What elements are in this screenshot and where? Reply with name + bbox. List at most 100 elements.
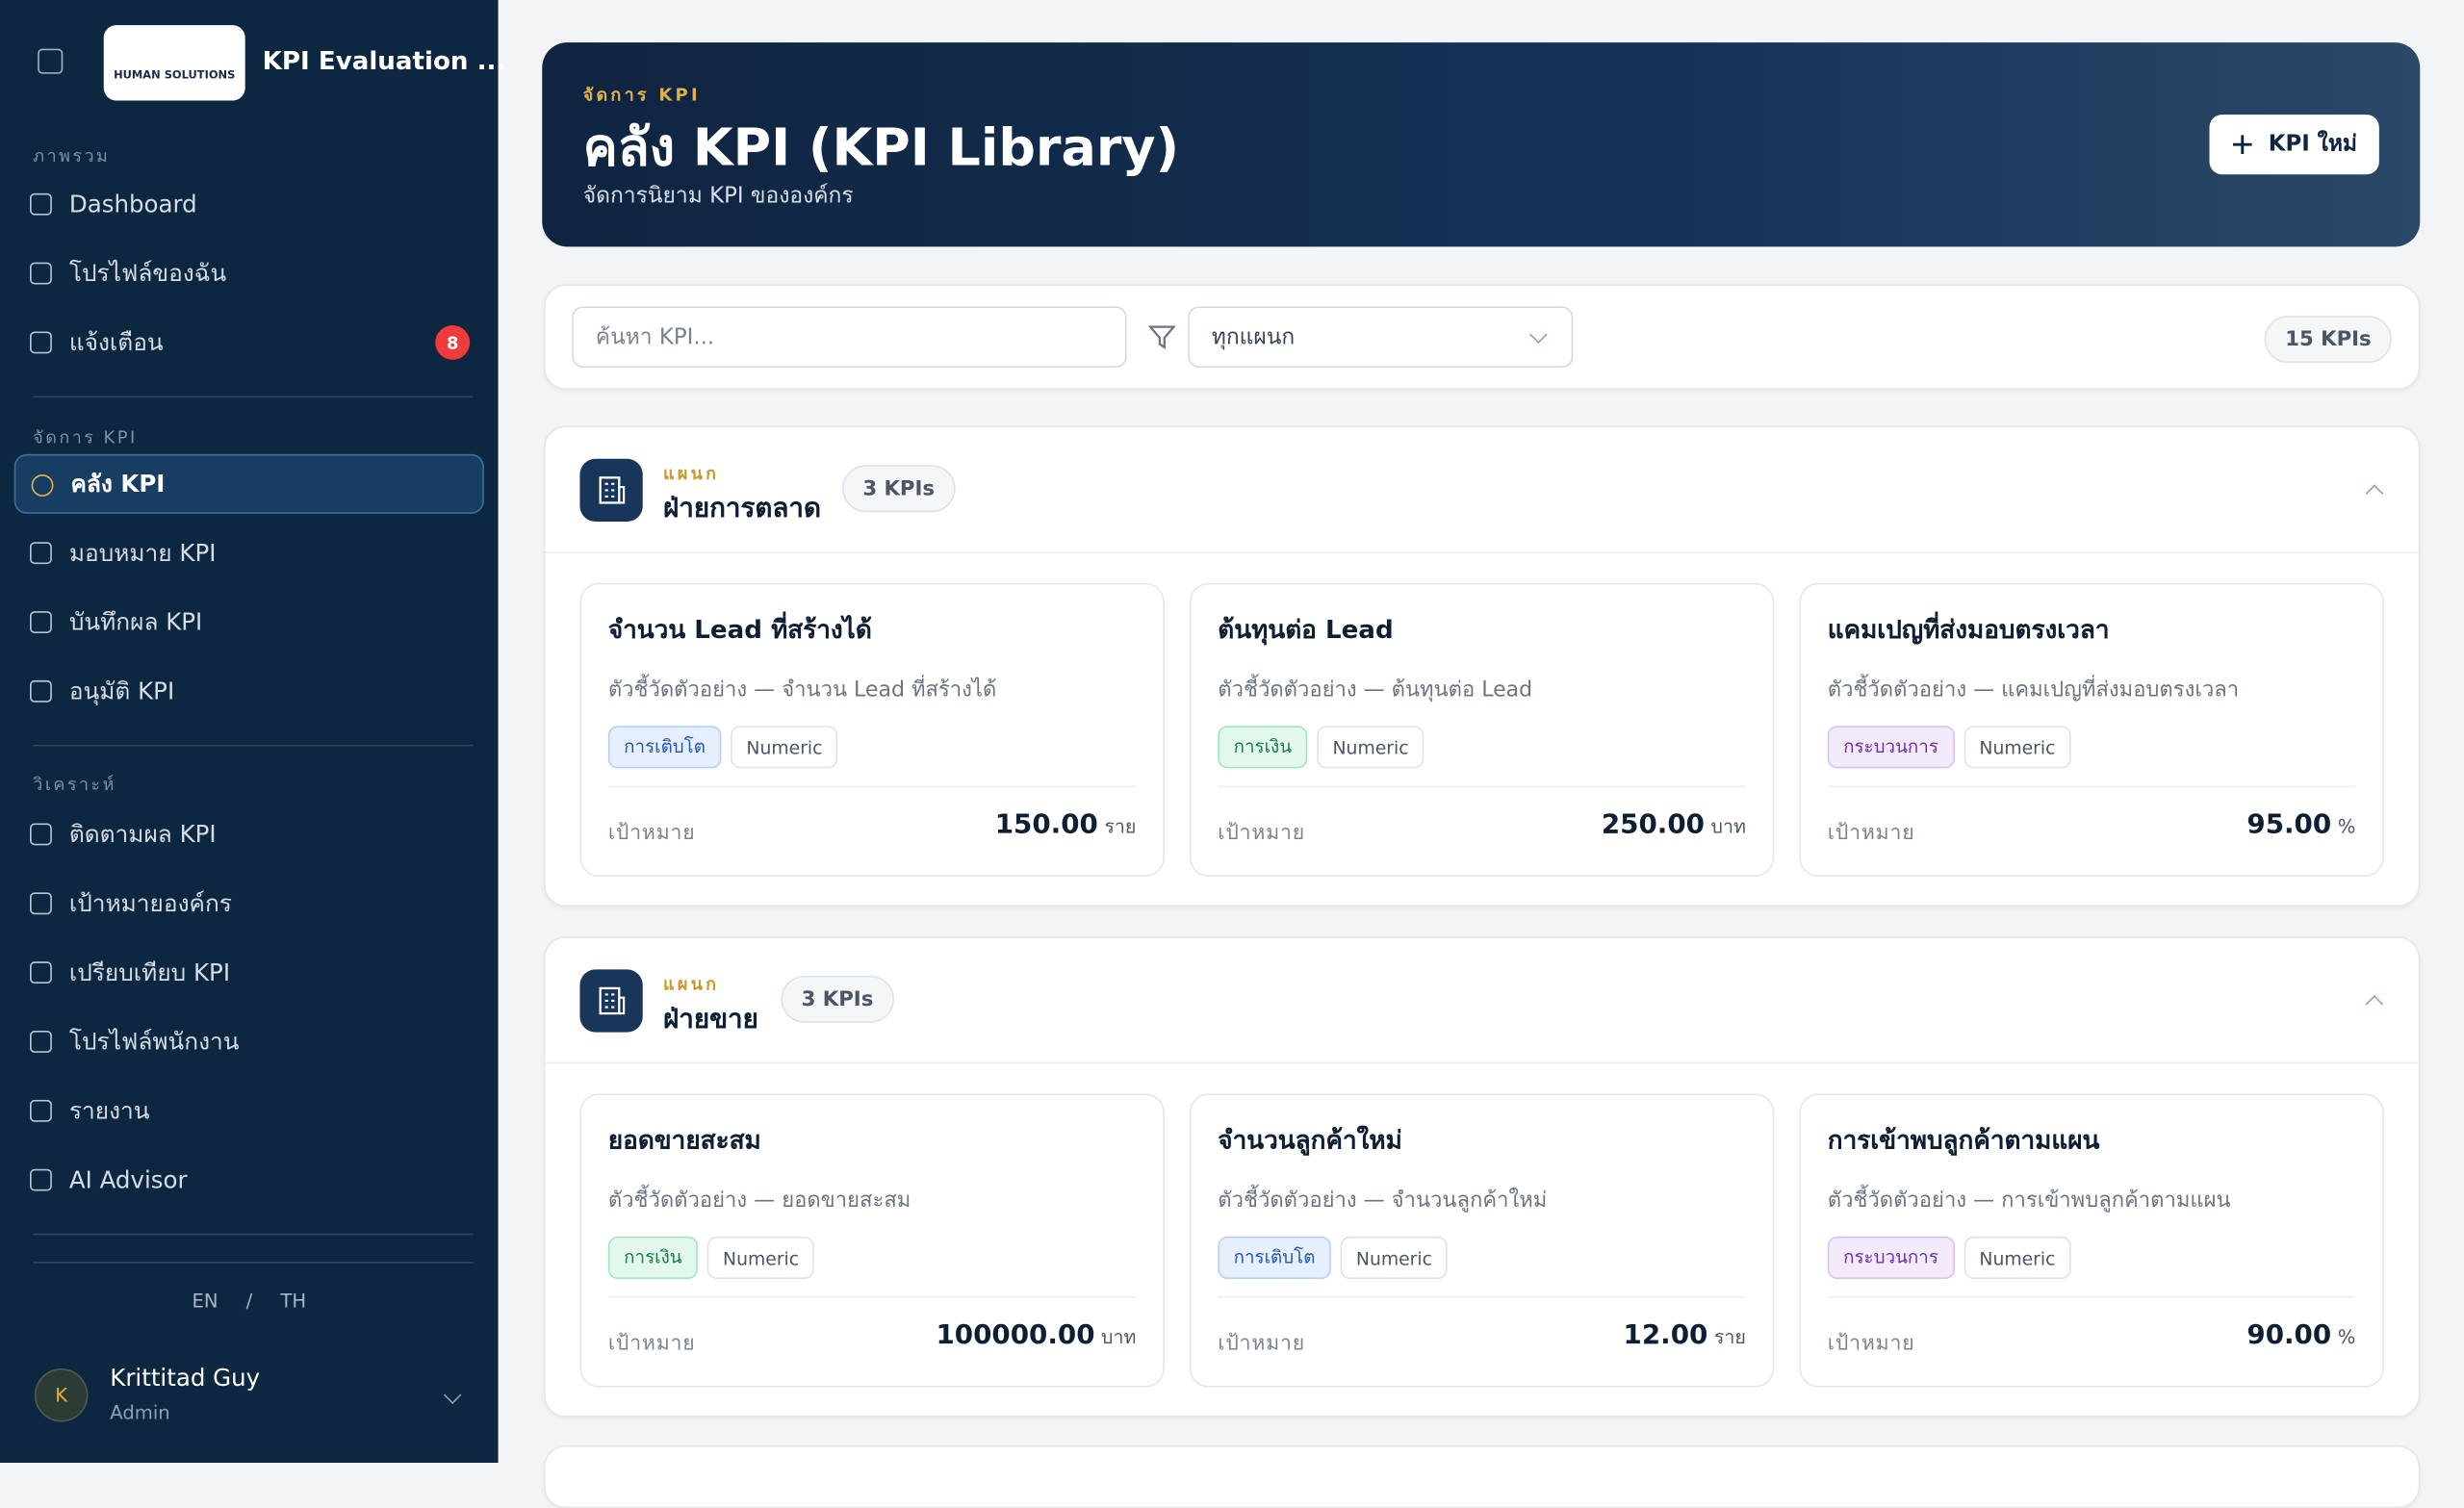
divider (33, 396, 474, 398)
group-card: แผนก ฝ่ายการตลาด 3 KPIs จำนวน Lead ที่สร้าง… (543, 425, 2421, 907)
building-icon (599, 476, 626, 504)
target-unit: บาท (1101, 1325, 1137, 1348)
section-heading: วิเคราะห์ (33, 774, 116, 796)
target-label: เป้าหมาย (1827, 1332, 1915, 1356)
kpi-tags: การเงิน Numeric (607, 1236, 815, 1279)
notification-badge: 8 (435, 324, 471, 360)
nav-item[interactable]: มอบหมาย KPI (14, 524, 484, 583)
group-divider (545, 551, 2419, 553)
kpi-description: ตัวชี้วัดตัวอย่าง — การเข้าพบลูกค้าตามแผ… (1827, 1188, 2231, 1214)
brand-title: KPI Evaluation ... (262, 45, 506, 76)
target-value-box: 12.00 ราย (1624, 1319, 1746, 1352)
target-unit: ราย (1104, 815, 1137, 838)
kpi-tag: Numeric (1317, 726, 1424, 769)
kpi-title: ต้นทุนต่อ Lead (1218, 614, 1394, 645)
kpi-tag: Numeric (1964, 726, 2071, 769)
collapse-toggle[interactable] (2365, 995, 2384, 1013)
kpi-card[interactable]: จำนวน Lead ที่สร้างได้ ตัวชี้วัดตัวอย่าง … (579, 582, 1165, 878)
nav-item[interactable]: อนุมัติ KPI (14, 661, 484, 721)
kpi-tag: Numeric (731, 726, 838, 769)
nav-item[interactable]: โปรไฟล์พนักงาน (14, 1011, 484, 1071)
target-value-box: 90.00% (2246, 1319, 2355, 1351)
kpi-description: ตัวชี้วัดตัวอย่าง — ต้นทุนต่อ Lead (1218, 677, 1533, 703)
nav-icon (30, 679, 52, 703)
search-input[interactable]: ค้นหา KPI... (572, 306, 1127, 369)
kpi-title: ยอดขายสะสม (607, 1124, 761, 1155)
header-eyebrow: จัดการ KPI (582, 85, 701, 106)
kpi-description: ตัวชี้วัดตัวอย่าง — จำนวนลูกค้าใหม่ (1218, 1188, 1548, 1214)
nav-icon (30, 892, 52, 915)
nav-icon (30, 262, 52, 285)
nav-icon (30, 331, 52, 354)
target-value: 100000.00 (936, 1319, 1095, 1352)
kpi-divider (1218, 785, 1746, 787)
kpi-divider (607, 785, 1137, 787)
nav-label: คลัง KPI (70, 470, 166, 498)
target-value: 95.00 (2246, 808, 2332, 841)
target-label: เป้าหมาย (1218, 1332, 1306, 1356)
group-icon (579, 458, 643, 523)
kpi-title: การเข้าพบลูกค้าตามแผน (1827, 1124, 2100, 1155)
kpi-tag: Numeric (1340, 1236, 1449, 1279)
kpi-title: จำนวน Lead ที่สร้างได้ (607, 614, 872, 645)
building-icon (599, 986, 626, 1015)
kpi-card[interactable]: ยอดขายสะสมตัวชี้วัดตัวอย่าง — ยอดขายสะสม… (579, 1093, 1165, 1388)
nav-label: มอบหมาย KPI (68, 538, 217, 568)
nav-icon (30, 192, 52, 216)
group-name: ฝ่ายขาย (662, 1004, 758, 1035)
target-value: 150.00 (994, 808, 1098, 841)
kpi-card[interactable]: การเข้าพบลูกค้าตามแผนตัวชี้วัดตัวอย่าง —… (1799, 1093, 2384, 1388)
lang-separator: / (245, 1290, 253, 1313)
divider (33, 1233, 474, 1236)
kpi-tags: การเติบโต Numeric (607, 726, 838, 769)
nav-item[interactable]: โปรไฟล์ของฉัน (14, 243, 484, 303)
nav-label: รายงาน (68, 1096, 150, 1125)
sidebar-toggle[interactable] (38, 48, 64, 74)
kpi-tag: การเงิน (607, 1236, 698, 1279)
kpi-tag: Numeric (706, 1236, 815, 1279)
collapse-toggle[interactable] (2365, 484, 2384, 502)
divider (33, 744, 474, 747)
department-select[interactable]: ทุกแผนก (1188, 306, 1574, 369)
nav-item[interactable]: รายงาน (14, 1081, 484, 1140)
target-unit: % (2337, 815, 2356, 838)
kpi-tags: การเติบโต Numeric (1218, 1236, 1449, 1279)
header-subtitle: จัดการนิยาม KPI ขององค์กร (582, 184, 854, 210)
group-divider (545, 1061, 2419, 1064)
nav-item[interactable]: AI Advisor (14, 1150, 484, 1210)
header-title: คลัง KPI (KPI Library) (582, 115, 1180, 178)
page-header: จัดการ KPI คลัง KPI (KPI Library) จัดการ… (542, 42, 2421, 247)
nav-item[interactable]: ติดตามผล KPI (14, 805, 484, 864)
nav-item[interactable]: เป้าหมายองค์กร (14, 874, 484, 933)
kpi-card[interactable]: ต้นทุนต่อ Lead ตัวชี้วัดตัวอย่าง — ต้นทุน… (1189, 582, 1775, 878)
group-count: 3 KPIs (781, 975, 894, 1023)
target-value: 12.00 (1623, 1319, 1708, 1352)
kpi-tags: การเงิน Numeric (1218, 726, 1424, 769)
target-label: เป้าหมาย (1827, 821, 1915, 846)
target-unit: ราย (1713, 1325, 1746, 1348)
nav-item[interactable]: Dashboard (14, 174, 484, 234)
kpi-card[interactable]: แคมเปญที่ส่งมอบตรงเวลา ตัวชี้วัดตัวอย่าง … (1799, 582, 2384, 878)
lang-option[interactable]: EN (192, 1290, 218, 1313)
nav-icon (30, 542, 52, 565)
new-kpi-button[interactable]: KPI ใหม่ (2208, 115, 2379, 175)
nav-item[interactable]: แจ้งเตือน 8 (14, 313, 484, 372)
kpi-card[interactable]: จำนวนลูกค้าใหม่ ตัวชี้วัดตัวอย่าง — จำนวน… (1189, 1093, 1775, 1388)
kpi-tag: Numeric (1964, 1236, 2071, 1279)
group-eyebrow: แผนก (662, 463, 720, 484)
group-name: ฝ่ายการตลาด (662, 493, 822, 525)
nav-icon (30, 1099, 52, 1122)
nav-item[interactable]: เปรียบเทียบ KPI (14, 943, 484, 1003)
kpi-description: ตัวชี้วัดตัวอย่าง — ยอดขายสะสม (607, 1188, 911, 1214)
nav-item[interactable]: คลัง KPI (13, 453, 484, 514)
nav-label: บันทึกผล KPI (68, 607, 203, 637)
user-avatar[interactable]: K (34, 1368, 89, 1422)
user-menu-chevron[interactable] (443, 1386, 462, 1405)
target-unit: บาท (1710, 815, 1746, 838)
target-value: 250.00 (1601, 808, 1705, 841)
language-switch: EN / TH (0, 1290, 499, 1312)
nav-item[interactable]: บันทึกผล KPI (14, 593, 484, 652)
kpi-title: แคมเปญที่ส่งมอบตรงเวลา (1827, 614, 2110, 645)
lang-option[interactable]: TH (280, 1290, 307, 1313)
kpi-divider (1827, 1295, 2356, 1298)
